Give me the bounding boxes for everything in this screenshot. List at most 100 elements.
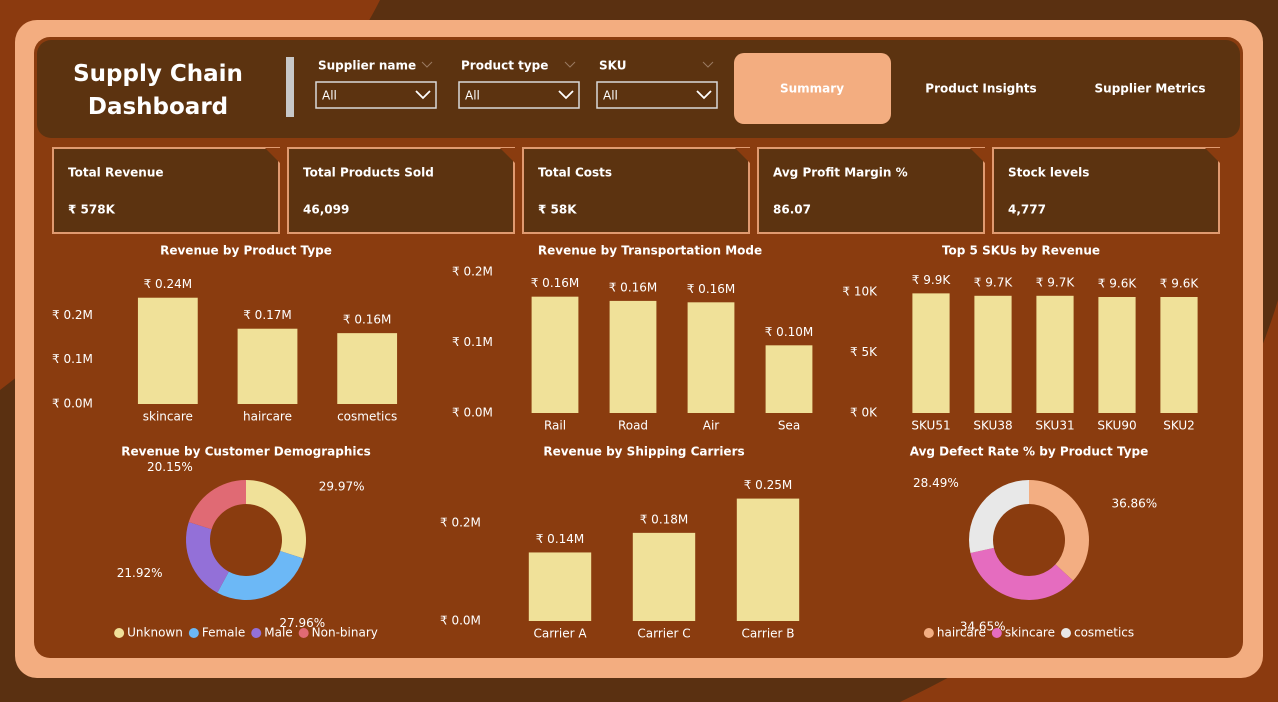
x-tick-label: Carrier A [533, 627, 587, 641]
legend-marker [188, 628, 199, 638]
legend-marker [923, 628, 934, 638]
data-label: ₹ 9.9K [912, 273, 952, 287]
filter-dropdown[interactable] [458, 81, 580, 109]
donut-slice [217, 551, 304, 601]
kpi-corner [265, 148, 281, 164]
kpi-corner [1205, 148, 1221, 164]
data-label: 29.97% [319, 480, 365, 494]
kpi-label: Avg Profit Margin % [773, 166, 908, 180]
donut-slice [186, 521, 229, 593]
y-tick-label: ₹ 0.2M [52, 308, 93, 322]
filter-chevron [702, 61, 714, 68]
kpi-card [992, 147, 1220, 234]
legend-marker [991, 628, 1002, 638]
legend-marker [251, 628, 262, 638]
nav-tab[interactable]: Product Insights [925, 82, 1036, 96]
kpi-value: 46,099 [303, 203, 349, 217]
filter-dropdown[interactable] [596, 81, 718, 109]
filter-label: Supplier name [318, 59, 416, 73]
kpi-card [522, 147, 750, 234]
bar [137, 297, 198, 404]
bar [765, 345, 813, 413]
filter-chevron [421, 61, 433, 68]
active-tab-bg [734, 53, 891, 124]
chart-title: Revenue by Product Type [160, 244, 332, 258]
filter-value[interactable]: All [465, 89, 480, 103]
x-tick-label: SKU2 [1163, 419, 1195, 433]
kpi-corner [735, 148, 751, 164]
legend-label: Male [264, 626, 292, 640]
kpi-card [52, 147, 280, 234]
x-tick-label: haircare [243, 410, 292, 424]
header-bar [37, 40, 1240, 138]
donut-slice [188, 480, 246, 530]
y-tick-label: ₹ 0.1M [52, 352, 93, 366]
donut-slice [970, 547, 1074, 601]
dropdown-arrow [696, 90, 712, 100]
kpi-label: Total Products Sold [303, 166, 434, 180]
x-tick-label: cosmetics [337, 410, 397, 424]
data-label: ₹ 9.6K [1098, 277, 1138, 291]
bar [531, 296, 579, 413]
donut-slice [969, 480, 1029, 554]
y-tick-label: ₹ 5K [850, 345, 878, 359]
data-label: 28.49% [913, 476, 959, 490]
x-tick-label: Air [703, 419, 720, 433]
legend-label: Non-binary [312, 626, 378, 640]
data-label: 27.96% [279, 616, 325, 630]
kpi-label: Stock levels [1008, 166, 1089, 180]
data-label: ₹ 0.16M [609, 280, 658, 294]
filter-label: SKU [599, 59, 626, 73]
bar [1036, 295, 1074, 413]
filter-dropdown[interactable] [315, 81, 437, 109]
x-tick-label: skincare [143, 410, 193, 424]
data-label: ₹ 9.6K [1160, 277, 1200, 291]
bar [1098, 297, 1136, 413]
data-label: ₹ 9.7K [1036, 275, 1076, 289]
bar [974, 295, 1012, 413]
nav-tab[interactable]: Summary [780, 82, 844, 96]
x-tick-label: Carrier B [741, 627, 794, 641]
y-tick-label: ₹ 0.0M [52, 397, 93, 411]
x-tick-label: Sea [778, 419, 800, 433]
x-tick-label: Carrier C [637, 627, 690, 641]
bar [736, 498, 800, 621]
dropdown-arrow [558, 90, 574, 100]
y-tick-label: ₹ 10K [842, 285, 878, 299]
kpi-card [757, 147, 985, 234]
bar [609, 300, 657, 413]
filter-value[interactable]: All [322, 89, 337, 103]
data-label: ₹ 0.16M [687, 282, 736, 296]
y-tick-label: ₹ 0.0M [440, 614, 481, 628]
legend-label: cosmetics [1074, 626, 1134, 640]
bar [912, 293, 950, 413]
x-tick-label: SKU31 [1035, 419, 1074, 433]
bar [528, 552, 592, 621]
filter-label: Product type [461, 59, 548, 73]
kpi-value: ₹ 578K [68, 203, 116, 217]
bar [632, 532, 696, 621]
divider [286, 57, 294, 117]
y-tick-label: ₹ 0.2M [452, 265, 493, 279]
bar [1160, 297, 1198, 413]
y-tick-label: ₹ 0.2M [440, 516, 481, 530]
data-label: ₹ 0.18M [640, 512, 689, 526]
data-label: ₹ 9.7K [974, 275, 1014, 289]
data-label: ₹ 0.10M [765, 325, 814, 339]
kpi-label: Total Costs [538, 166, 612, 180]
kpi-label: Total Revenue [68, 166, 164, 180]
chart-title: Revenue by Shipping Carriers [543, 445, 744, 459]
filter-value[interactable]: All [603, 89, 618, 103]
nav-tab[interactable]: Supplier Metrics [1095, 82, 1206, 96]
bar [237, 328, 298, 404]
y-tick-label: ₹ 0K [850, 406, 878, 420]
y-tick-label: ₹ 0.1M [452, 335, 493, 349]
data-label: ₹ 0.17M [243, 308, 292, 322]
x-tick-label: SKU90 [1097, 419, 1136, 433]
kpi-card [287, 147, 515, 234]
y-tick-label: ₹ 0.0M [452, 406, 493, 420]
dropdown-arrow [415, 90, 431, 100]
legend-label: skincare [1005, 626, 1055, 640]
data-label: ₹ 0.24M [144, 277, 193, 291]
